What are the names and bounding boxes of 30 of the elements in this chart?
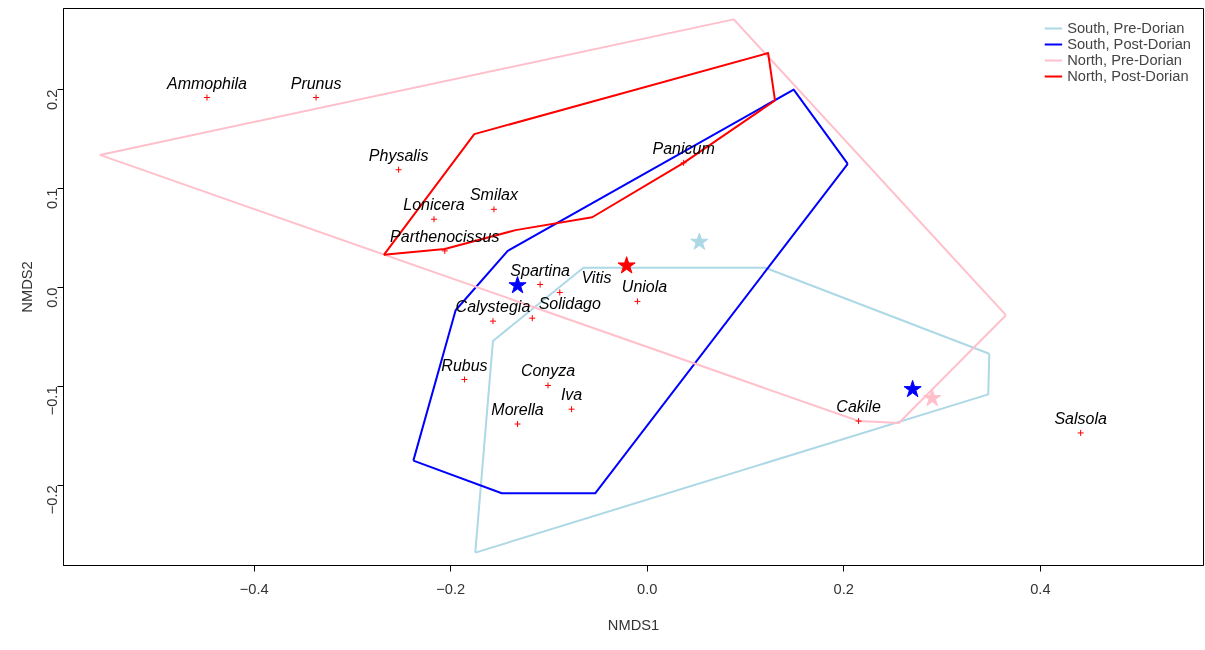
annotation: Ammophila	[165, 74, 248, 92]
annotation: Solidago	[538, 295, 601, 313]
y-axis-title: NMDS2	[18, 261, 35, 313]
y-tick-label: 0.1	[44, 188, 61, 209]
x-tick-label: 0.0	[637, 580, 658, 597]
annotation: Salsola	[1054, 409, 1107, 427]
annotation: Smilax	[469, 186, 519, 204]
x-tick-label: −0.2	[436, 580, 466, 597]
x-tick-label: 0.2	[833, 580, 854, 597]
x-tick-label: −0.4	[239, 580, 269, 597]
annotation: Prunus	[290, 74, 342, 92]
legend-label: North, Pre-Dorian	[1067, 52, 1183, 68]
x-tick-label: 0.4	[1030, 580, 1051, 597]
y-tick-label: 0.2	[44, 89, 61, 110]
annotation: Iva	[560, 386, 583, 404]
legend-label: North, Post-Dorian	[1067, 68, 1189, 84]
y-tick-label: 0.0	[44, 287, 61, 308]
annotation: Uniola	[621, 278, 668, 296]
annotation: Cakile	[836, 398, 881, 416]
annotation: Spartina	[510, 261, 571, 279]
annotation: Rubus	[441, 356, 488, 374]
annotation: Conyza	[520, 362, 576, 380]
y-tick-label: −0.1	[44, 386, 61, 416]
annotation: Vitis	[581, 269, 612, 287]
legend-label: South, Pre-Dorian	[1067, 20, 1185, 36]
annotation: Physalis	[368, 146, 429, 164]
legend-label: South, Post-Dorian	[1067, 36, 1191, 52]
annotation: Morella	[491, 401, 544, 419]
y-tick-label: −0.2	[44, 485, 61, 515]
x-axis-title: NMDS1	[607, 616, 660, 633]
